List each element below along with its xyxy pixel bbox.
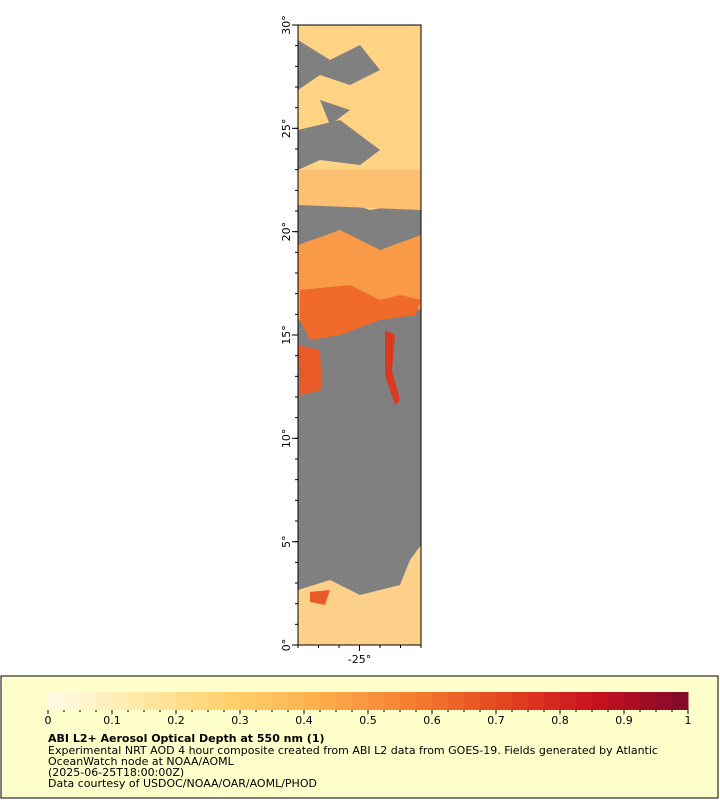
colorbar-step <box>400 692 417 710</box>
legend-line: (2025-06-25T18:00:00Z) <box>48 766 184 779</box>
colorbar-step <box>80 692 97 710</box>
colorbar-step <box>192 692 209 710</box>
legend-line: OceanWatch node at NOAA/AOML <box>48 755 235 768</box>
colorbar: 0 0.1 0.2 0.3 0.4 0.5 0.6 0.7 0.8 0.9 1 <box>45 692 692 727</box>
colorbar-tick-label: 0.7 <box>487 714 505 727</box>
colorbar-step <box>640 692 657 710</box>
y-tick-label: 0° <box>280 639 293 652</box>
colorbar-tick-label: 0.5 <box>359 714 377 727</box>
colorbar-step <box>320 692 337 710</box>
y-tick-label: 20° <box>280 222 293 242</box>
colorbar-step <box>480 692 497 710</box>
colorbar-step <box>112 692 129 710</box>
legend-line: Data courtesy of USDOC/NOAA/OAR/AOML/PHO… <box>48 777 317 790</box>
colorbar-step <box>576 692 593 710</box>
colorbar-step <box>384 692 401 710</box>
y-tick-label: 30° <box>280 15 293 35</box>
colorbar-tick-label: 0.1 <box>103 714 121 727</box>
colorbar-tick-label: 0.4 <box>295 714 313 727</box>
colorbar-step <box>256 692 273 710</box>
colorbar-step <box>432 692 449 710</box>
colorbar-step <box>96 692 113 710</box>
colorbar-step <box>512 692 529 710</box>
colorbar-step <box>672 692 689 710</box>
legend-line: Experimental NRT AOD 4 hour composite cr… <box>48 744 658 757</box>
axes: 0° 5° 10° 15° 20° 25° 30° -25° <box>280 15 422 666</box>
colorbar-tick-label: 0.3 <box>231 714 249 727</box>
colorbar-step <box>48 692 65 710</box>
colorbar-step <box>288 692 305 710</box>
map-image <box>297 24 422 646</box>
colorbar-step <box>128 692 145 710</box>
colorbar-step <box>528 692 545 710</box>
y-tick-label: 10° <box>280 429 293 449</box>
colorbar-tick-label: 1 <box>685 714 692 727</box>
colorbar-step <box>64 692 81 710</box>
colorbar-step <box>608 692 625 710</box>
colorbar-step <box>224 692 241 710</box>
colorbar-step <box>448 692 465 710</box>
colorbar-step <box>368 692 385 710</box>
y-tick-label: 15° <box>280 325 293 345</box>
colorbar-tick-label: 0.2 <box>167 714 185 727</box>
colorbar-tick-label: 0.9 <box>615 714 633 727</box>
colorbar-step <box>352 692 369 710</box>
y-tick-label: 5° <box>280 535 293 548</box>
y-tick-label: 25° <box>280 119 293 139</box>
colorbar-step <box>144 692 161 710</box>
colorbar-step <box>592 692 609 710</box>
colorbar-step <box>240 692 257 710</box>
colorbar-step <box>624 692 641 710</box>
colorbar-step <box>560 692 577 710</box>
colorbar-step <box>208 692 225 710</box>
x-tick-label: -25° <box>348 653 371 666</box>
colorbar-tick-label: 0 <box>45 714 52 727</box>
colorbar-tick-label: 0.6 <box>423 714 441 727</box>
colorbar-step <box>544 692 561 710</box>
colorbar-step <box>176 692 193 710</box>
colorbar-step <box>272 692 289 710</box>
colorbar-step <box>416 692 433 710</box>
legend-title: ABI L2+ Aerosol Optical Depth at 550 nm … <box>48 732 325 745</box>
colorbar-tick-label: 0.8 <box>551 714 569 727</box>
colorbar-step <box>304 692 321 710</box>
colorbar-step <box>160 692 177 710</box>
colorbar-step <box>656 692 673 710</box>
colorbar-step <box>336 692 353 710</box>
colorbar-step <box>496 692 513 710</box>
colorbar-step <box>464 692 481 710</box>
